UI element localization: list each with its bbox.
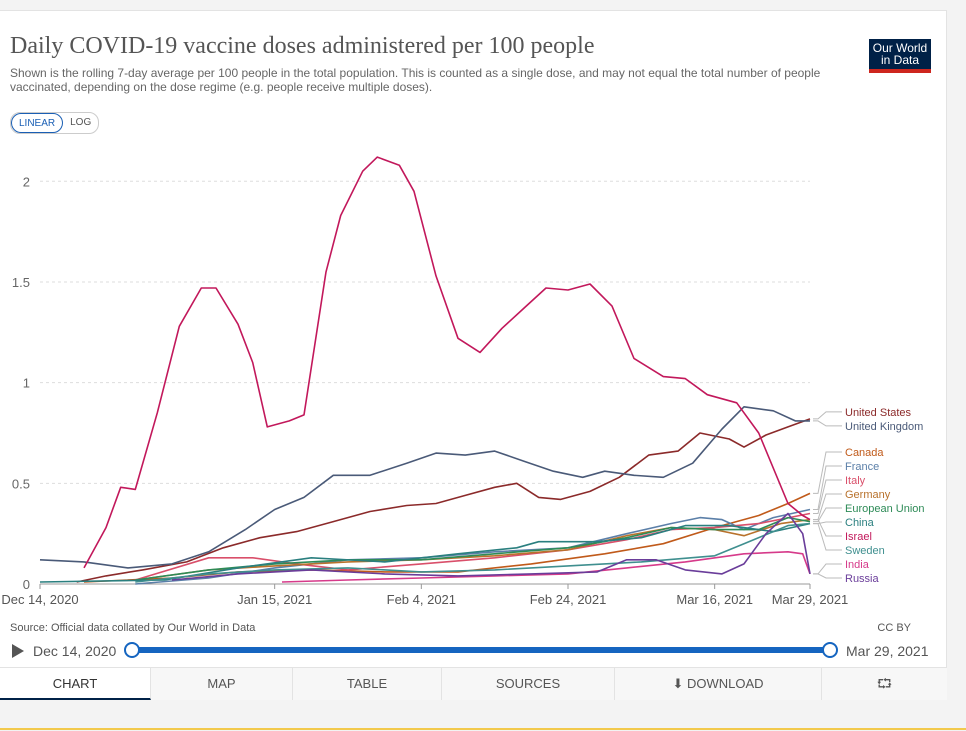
legend-connector — [813, 451, 842, 494]
line-chart: 0 0.5 1 1.5 2 Dec 14, 2020 Jan 15, 2021 Feb 4, … — [1, 156, 925, 607]
source-note: Source: Official data collated by Our Wo… — [10, 622, 256, 634]
page-subtitle: Shown is the rolling 7-day average per 1… — [10, 66, 821, 94]
logo-line-1: Our World — [872, 41, 928, 55]
x-tick-label: Mar 16, 2021 — [676, 592, 753, 607]
tab-map[interactable]: MAP — [151, 668, 293, 700]
timeline: Dec 14, 2020 Mar 29, 2021 — [0, 639, 947, 663]
tab-sources[interactable]: SOURCES — [442, 668, 615, 700]
legend-label: United States — [845, 407, 912, 419]
scale-toggle: LINEAR LOG — [10, 112, 100, 134]
bottom-accent-line — [0, 728, 966, 730]
linear-scale-button[interactable]: LINEAR — [11, 113, 64, 133]
share-button[interactable]: ⮔ — [822, 668, 947, 700]
x-tick-label: Jan 15, 2021 — [237, 592, 312, 607]
series-line — [83, 156, 811, 569]
download-icon: ⬇ — [672, 676, 684, 691]
log-scale-button[interactable]: LOG — [70, 117, 92, 128]
legend-connector — [813, 563, 842, 575]
series-line — [135, 518, 811, 581]
legend-connector — [813, 519, 842, 537]
x-tick-label: Feb 4, 2021 — [387, 592, 456, 607]
legend-connector — [813, 420, 842, 427]
tab-download-label: DOWNLOAD — [686, 676, 764, 691]
legend-label: India — [845, 559, 870, 571]
series-line — [135, 512, 811, 581]
x-tick-label: Feb 24, 2021 — [530, 592, 607, 607]
y-tick-label: 2 — [23, 174, 30, 189]
series-line — [76, 418, 811, 583]
series-line — [281, 551, 811, 583]
legend-connector — [813, 465, 842, 510]
logo-line-2: in Data — [880, 53, 920, 67]
legend-connector — [813, 479, 842, 515]
timeline-end-handle[interactable] — [822, 642, 838, 658]
legend-label: Germany — [845, 489, 891, 501]
legend-connector — [813, 523, 842, 551]
chart-card: Daily COVID-19 vaccine doses administere… — [0, 10, 947, 700]
timeline-start-handle[interactable] — [124, 642, 140, 658]
legend-label: China — [845, 517, 875, 529]
legend-connector — [813, 507, 842, 523]
y-tick-label: 0 — [23, 577, 30, 592]
tab-bar: CHART MAP TABLE SOURCES ⬇ DOWNLOAD ⮔ — [0, 667, 947, 700]
x-tick-label: Mar 29, 2021 — [772, 592, 849, 607]
legend-label: Canada — [845, 447, 884, 459]
timeline-end-label: Mar 29, 2021 — [846, 643, 929, 659]
tab-chart[interactable]: CHART — [0, 668, 151, 700]
series-line — [135, 522, 811, 583]
timeline-range-bar[interactable] — [131, 647, 830, 653]
x-tick-label: Dec 14, 2020 — [1, 592, 78, 607]
tab-table[interactable]: TABLE — [293, 668, 442, 700]
series-line — [171, 512, 811, 581]
page-title: Daily COVID-19 vaccine doses administere… — [10, 33, 595, 59]
license-link[interactable]: CC BY — [877, 622, 911, 634]
legend-connector — [813, 493, 842, 521]
share-icon: ⮔ — [876, 676, 893, 691]
legend-connector — [813, 573, 842, 579]
legend-label: France — [845, 461, 879, 473]
legend-label: Italy — [845, 475, 866, 487]
legend-label: Russia — [845, 573, 880, 585]
timeline-start-label: Dec 14, 2020 — [33, 643, 117, 659]
legend-label: European Union — [845, 503, 925, 515]
legend-label: Sweden — [845, 545, 885, 557]
legend-label: United Kingdom — [845, 421, 923, 433]
tab-download[interactable]: ⬇ DOWNLOAD — [615, 668, 822, 700]
y-tick-label: 1 — [23, 376, 30, 391]
series-line — [39, 406, 810, 569]
y-tick-label: 1.5 — [12, 275, 30, 290]
series-line — [39, 522, 811, 583]
play-icon[interactable] — [12, 644, 24, 658]
legend-connector — [813, 411, 842, 420]
y-tick-label: 0.5 — [12, 476, 30, 491]
series-line — [83, 492, 811, 583]
legend-label: Israel — [845, 531, 872, 543]
owid-logo[interactable]: Our World in Data — [869, 39, 931, 73]
series-line — [135, 508, 811, 585]
